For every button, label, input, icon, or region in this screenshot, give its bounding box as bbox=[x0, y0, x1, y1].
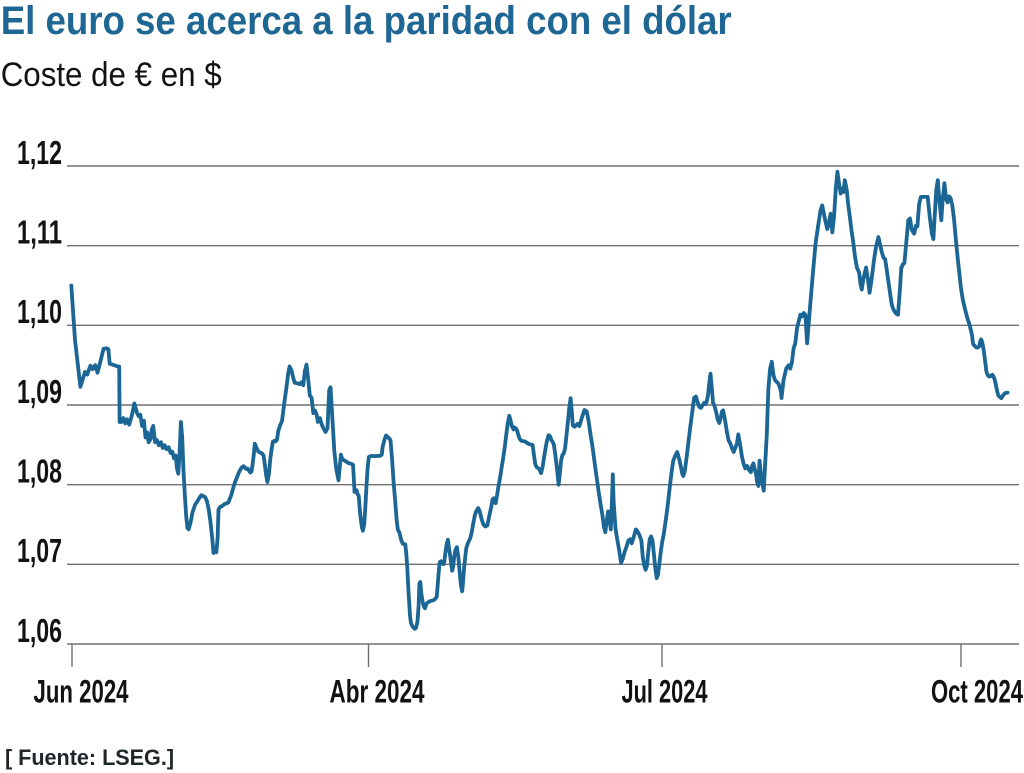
svg-text:Oct 2024: Oct 2024 bbox=[931, 674, 1023, 710]
svg-text:Abr 2024: Abr 2024 bbox=[330, 674, 425, 710]
svg-text:Coste de € en $: Coste de € en $ bbox=[1, 56, 222, 94]
svg-text:El euro se acerca a la paridad: El euro se acerca a la paridad con el dó… bbox=[1, 0, 732, 43]
svg-text:1,10: 1,10 bbox=[17, 294, 62, 331]
svg-text:1,09: 1,09 bbox=[17, 374, 62, 411]
svg-text:[ Fuente: LSEG.]: [ Fuente: LSEG.] bbox=[5, 745, 174, 770]
svg-text:Jul 2024: Jul 2024 bbox=[622, 674, 708, 710]
svg-text:1,06: 1,06 bbox=[17, 613, 62, 650]
svg-text:Jun 2024: Jun 2024 bbox=[34, 674, 129, 710]
svg-text:1,08: 1,08 bbox=[17, 454, 62, 491]
svg-text:1,07: 1,07 bbox=[17, 533, 62, 570]
svg-text:1,11: 1,11 bbox=[17, 215, 62, 252]
svg-text:1,12: 1,12 bbox=[17, 135, 62, 172]
